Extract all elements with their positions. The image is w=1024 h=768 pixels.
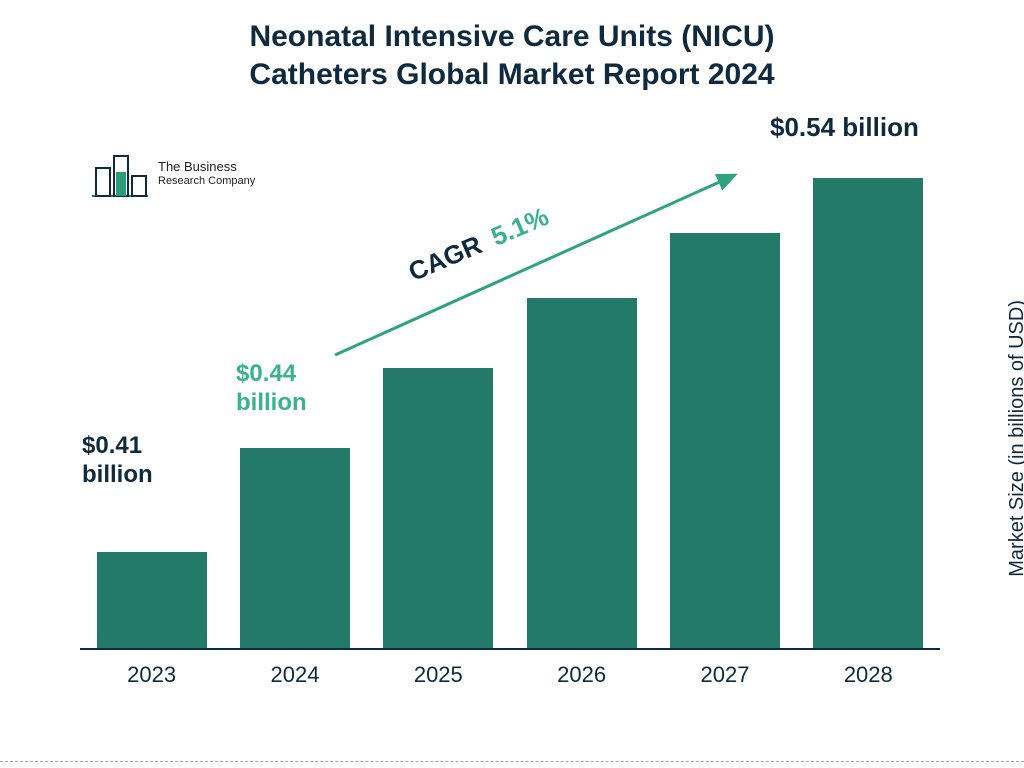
bar-wrap [92,552,212,648]
chart-title: Neonatal Intensive Care Units (NICU) Cat… [0,18,1024,93]
x-axis-tick-label: 2023 [92,662,212,688]
x-axis-line [80,648,940,650]
bar-wrap [235,448,355,648]
y-axis-label: Market Size (in billions of USD) [1006,300,1024,577]
bar [670,233,780,648]
value-label-2023-unit: billion [82,461,153,490]
bar [527,298,637,648]
chart-title-line2: Catheters Global Market Report 2024 [0,56,1024,94]
value-label-2028-text: $0.54 billion [770,112,919,142]
bar [240,448,350,648]
value-label-2024: $0.44 billion [236,360,307,418]
bar-wrap [378,368,498,648]
x-axis-tick-label: 2027 [665,662,785,688]
value-label-2028: $0.54 billion [770,112,919,143]
bar [813,178,923,648]
bar-wrap [808,178,928,648]
value-label-2024-unit: billion [236,389,307,418]
bar-wrap [665,233,785,648]
x-axis-tick-label: 2025 [378,662,498,688]
bar-wrap [522,298,642,648]
x-axis-tick-label: 2026 [522,662,642,688]
bar [97,552,207,648]
value-label-2023: $0.41 billion [82,432,153,490]
x-axis-tick-label: 2028 [808,662,928,688]
bar [383,368,493,648]
value-label-2023-amount: $0.41 [82,432,153,461]
footer-divider [0,761,1024,762]
value-label-2024-amount: $0.44 [236,360,307,389]
x-axis-tick-label: 2024 [235,662,355,688]
chart-title-line1: Neonatal Intensive Care Units (NICU) [0,18,1024,56]
x-axis-labels: 2023 2024 2025 2026 2027 2028 [80,662,940,688]
